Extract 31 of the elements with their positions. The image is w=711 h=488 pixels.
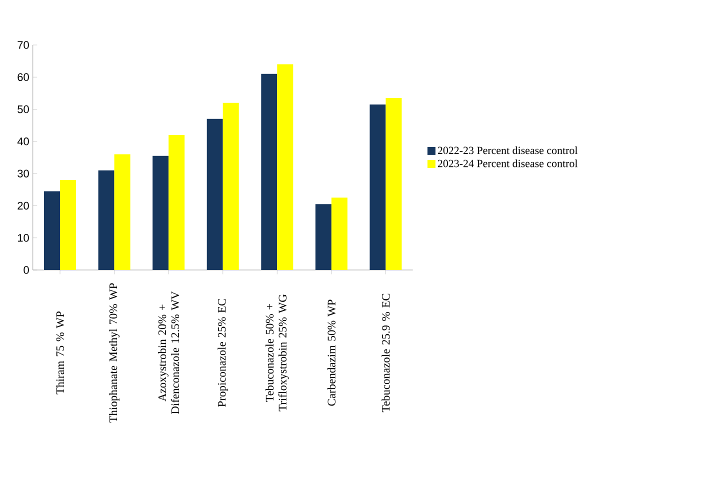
y-tick-label: 0	[24, 266, 29, 274]
bar	[114, 154, 130, 270]
bar	[98, 170, 114, 270]
bar	[261, 74, 278, 270]
y-tick-label: 20	[18, 202, 29, 210]
y-tick-label: 50	[18, 105, 29, 114]
bar	[44, 191, 60, 270]
bar	[168, 134, 185, 270]
x-tick-label: Thiram 75 % WP	[56, 312, 64, 394]
bar	[206, 118, 223, 270]
y-tick-label: 70	[18, 41, 29, 49]
bar	[315, 204, 332, 270]
bar	[386, 98, 402, 270]
bar	[331, 198, 348, 270]
y-tick-label: 40	[17, 138, 29, 146]
legend-label: 2022-23 Percent disease control	[438, 146, 578, 154]
x-tick-label: Azoxystrobin 20% + Difenconazole 12.5% WV	[158, 291, 180, 414]
bar	[152, 156, 169, 270]
y-tick-label: 10	[18, 234, 29, 242]
x-tick-label: Tebuconazole 25.9 % EC	[382, 294, 390, 412]
y-tick-label: 60	[18, 73, 29, 82]
y-tick-label: 30	[18, 170, 29, 178]
bar	[277, 64, 294, 270]
x-tick-label: Thiophanate Methyl 70% WP	[109, 283, 120, 423]
x-tick-label: Tebuconazole 50% + Trifloxystrobin 25% WG	[265, 294, 289, 412]
bar	[222, 102, 239, 270]
x-tick-label: Carbendazim 50% WP	[327, 300, 336, 406]
bar	[60, 180, 76, 270]
legend-label: 2023-24 Percent disease control	[438, 159, 578, 168]
bar	[370, 104, 386, 270]
x-tick-label: Propiconazole 25% EC	[218, 298, 228, 407]
